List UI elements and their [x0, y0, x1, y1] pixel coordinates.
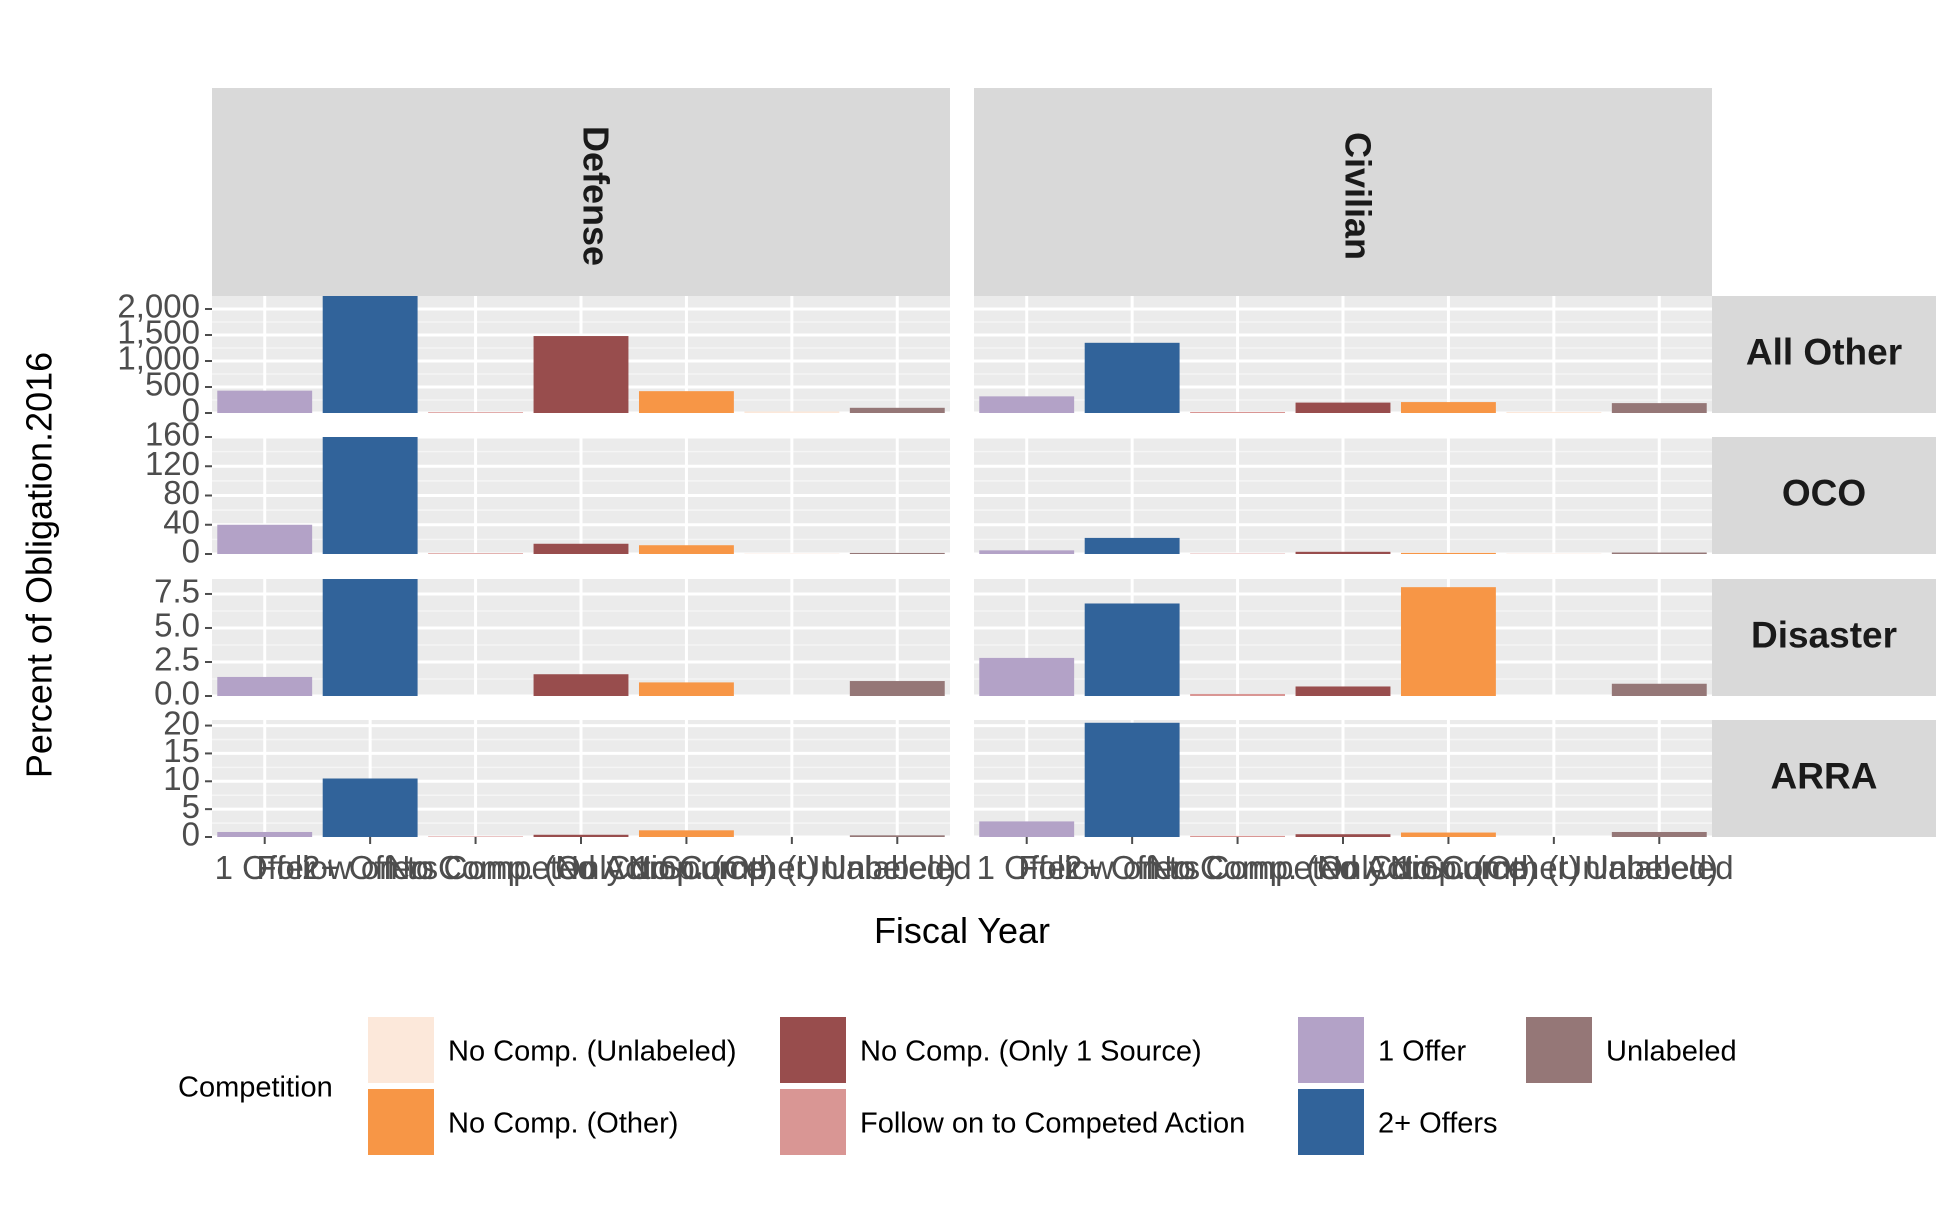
bar-civilian-arra-2-offers — [1085, 723, 1180, 837]
bar-civilian-arra-1-offer — [979, 821, 1074, 837]
legend-label-unlabeled: Unlabeled — [1606, 1036, 1737, 1068]
y-tick-label: 5.0 — [154, 607, 200, 644]
bar-defense-disaster-no-comp-only-1-source — [534, 674, 629, 696]
legend-swatch-no-comp-only-1-source — [780, 1017, 846, 1083]
bar-civilian-arra-follow-on-to-competed-action — [1190, 836, 1285, 837]
y-tick-label: 160 — [145, 416, 200, 453]
facet-strip-label-civilian: Civilian — [1337, 132, 1378, 260]
bar-civilian-all-other-no-comp-unlabeled — [1506, 412, 1601, 413]
legend-label-2-offers: 2+ Offers — [1378, 1108, 1498, 1140]
bar-civilian-disaster-no-comp-other — [1401, 587, 1496, 696]
bar-civilian-oco-1-offer — [979, 550, 1074, 554]
bar-defense-oco-1-offer — [217, 525, 312, 554]
bar-defense-disaster-unlabeled — [850, 681, 945, 696]
bar-civilian-oco-no-comp-only-1-source — [1296, 552, 1391, 554]
legend-swatch-no-comp-other — [368, 1089, 434, 1155]
legend-swatch-follow-on-to-competed-action — [780, 1089, 846, 1155]
bar-defense-oco-unlabeled — [850, 553, 945, 554]
bar-defense-oco-no-comp-other — [639, 545, 734, 554]
bar-defense-disaster-no-comp-other — [639, 682, 734, 696]
bar-defense-all-other-no-comp-only-1-source — [534, 336, 629, 413]
bar-defense-all-other-no-comp-unlabeled — [744, 411, 839, 413]
bar-civilian-all-other-no-comp-only-1-source — [1296, 403, 1391, 413]
bar-civilian-all-other-no-comp-other — [1401, 402, 1496, 413]
x-axis-title: Fiscal Year — [874, 910, 1050, 951]
bar-civilian-disaster-follow-on-to-competed-action — [1190, 694, 1285, 696]
facet-strip-label-defense: Defense — [575, 126, 616, 266]
y-tick-label: 2.5 — [154, 641, 200, 678]
bar-civilian-disaster-2-offers — [1085, 603, 1180, 696]
legend-swatch-2-offers — [1298, 1089, 1364, 1155]
row-strip-label-disaster: Disaster — [1751, 614, 1897, 655]
bar-civilian-oco-no-comp-other — [1401, 553, 1496, 554]
bar-defense-arra-unlabeled — [850, 835, 945, 837]
bar-defense-arra-follow-on-to-competed-action — [428, 836, 523, 837]
row-strip-label-arra: ARRA — [1771, 755, 1878, 796]
bar-defense-arra-no-comp-other — [639, 830, 734, 837]
bar-civilian-disaster-no-comp-only-1-source — [1296, 686, 1391, 696]
legend-label-no-comp-other: No Comp. (Other) — [448, 1108, 678, 1140]
legend-label-no-comp-unlabeled: No Comp. (Unlabeled) — [448, 1036, 737, 1068]
row-strip-label-oco: OCO — [1782, 472, 1866, 513]
bar-defense-all-other-unlabeled — [850, 408, 945, 413]
y-tick-label: 7.5 — [154, 573, 200, 610]
bar-civilian-all-other-follow-on-to-competed-action — [1190, 412, 1285, 413]
legend-label-1-offer: 1 Offer — [1378, 1036, 1466, 1068]
legend-label-no-comp-only-1-source: No Comp. (Only 1 Source) — [860, 1036, 1202, 1068]
legend-label-follow-on-to-competed-action: Follow on to Competed Action — [860, 1108, 1245, 1140]
legend-swatch-no-comp-unlabeled — [368, 1017, 434, 1083]
bar-civilian-oco-2-offers — [1085, 538, 1180, 554]
bar-defense-arra-2-offers — [323, 779, 418, 838]
bar-civilian-disaster-1-offer — [979, 658, 1074, 696]
bar-civilian-oco-unlabeled — [1612, 553, 1707, 554]
bar-defense-all-other-2-offers — [323, 296, 418, 413]
bar-civilian-arra-unlabeled — [1612, 832, 1707, 837]
row-strip-label-all-other: All Other — [1746, 331, 1902, 372]
y-axis-title: Percent of Obligation.2016 — [19, 352, 60, 778]
x-tick-label: Unlabeled — [1585, 849, 1734, 886]
y-tick-label: 2,000 — [117, 288, 200, 325]
bar-defense-arra-no-comp-only-1-source — [534, 835, 629, 837]
bar-civilian-all-other-2-offers — [1085, 343, 1180, 413]
bar-defense-oco-2-offers — [323, 437, 418, 554]
legend-title: Competition — [178, 1072, 333, 1104]
bar-defense-all-other-no-comp-other — [639, 391, 734, 413]
legend-swatch-unlabeled — [1526, 1017, 1592, 1083]
bar-defense-oco-no-comp-only-1-source — [534, 544, 629, 554]
bar-defense-all-other-1-offer — [217, 391, 312, 413]
bar-defense-oco-follow-on-to-competed-action — [428, 553, 523, 554]
bar-defense-arra-1-offer — [217, 832, 312, 837]
y-tick-label: 20 — [163, 704, 200, 741]
bar-defense-disaster-1-offer — [217, 677, 312, 696]
bar-civilian-disaster-unlabeled — [1612, 684, 1707, 696]
bar-civilian-all-other-1-offer — [979, 396, 1074, 413]
x-tick-label: Unlabeled — [823, 849, 972, 886]
bar-civilian-arra-no-comp-only-1-source — [1296, 834, 1391, 837]
legend-swatch-1-offer — [1298, 1017, 1364, 1083]
bar-civilian-arra-no-comp-other — [1401, 833, 1496, 837]
bar-civilian-all-other-unlabeled — [1612, 403, 1707, 413]
bar-defense-all-other-follow-on-to-competed-action — [428, 412, 523, 413]
bar-defense-disaster-2-offers — [323, 579, 418, 696]
